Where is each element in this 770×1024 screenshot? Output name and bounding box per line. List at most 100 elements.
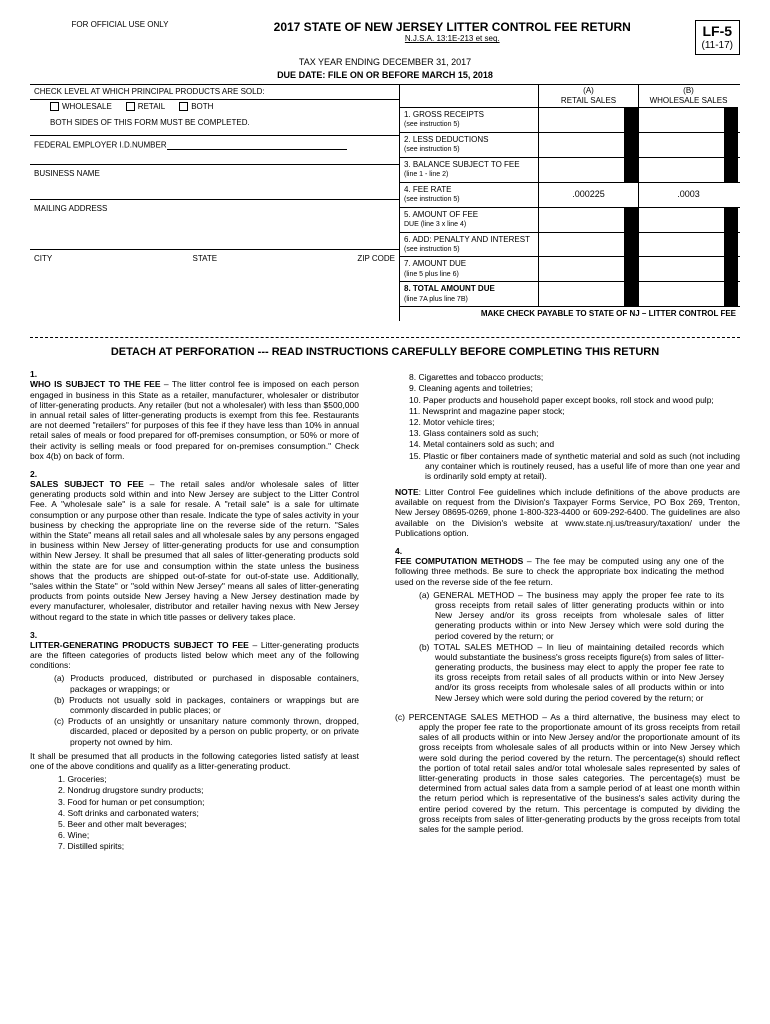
list-item: 11. Newsprint and magazine paper stock; [409, 406, 740, 416]
calc-row: 4. FEE RATE(see instruction 5).000225.00… [400, 183, 740, 208]
black-bar [724, 233, 738, 257]
note-title: NOTE [395, 487, 419, 497]
black-bar [624, 108, 638, 132]
calc-cell[interactable] [638, 282, 738, 306]
list-item: (c) Products of an unsightly or unsanita… [54, 716, 359, 747]
detach-line: DETACH AT PERFORATION --- READ INSTRUCTI… [30, 337, 740, 359]
calc-row: 1. GROSS RECEIPTS(see instruction 5) [400, 108, 740, 133]
inst-2-body: – The retail sales and/or wholesale sale… [30, 479, 359, 621]
calc-cell[interactable] [538, 257, 638, 281]
inst-4-title: FEE COMPUTATION METHODS [395, 556, 523, 566]
checkbox-icon [50, 102, 59, 111]
official-use-label: FOR OFFICIAL USE ONLY [30, 20, 210, 30]
black-bar [624, 257, 638, 281]
inst-1-body: – The litter control fee is imposed on e… [30, 379, 359, 460]
col-a-sub: RETAIL SALES [541, 96, 636, 106]
calc-cell[interactable] [538, 282, 638, 306]
inst-section-2: 2. SALES SUBJECT TO FEE – The retail sal… [30, 469, 375, 622]
due-date: DUE DATE: FILE ON OR BEFORE MARCH 15, 20… [30, 70, 740, 81]
inst-3-numlist: 1. Groceries;2. Nondrug drugstore sundry… [30, 774, 359, 851]
calc-row: 8. TOTAL AMOUNT DUE(line 7A plus line 7B… [400, 282, 740, 307]
form-revision: (11-17) [702, 40, 734, 52]
list-item: 9. Cleaning agents and toiletries; [409, 383, 740, 393]
black-bar [624, 208, 638, 232]
fein-input[interactable] [167, 140, 347, 150]
calc-header: (A)RETAIL SALES (B)WHOLESALE SALES [400, 85, 740, 107]
cb-retail-label: RETAIL [138, 102, 165, 112]
calc-row: 6. ADD: PENALTY AND INTEREST(see instruc… [400, 233, 740, 258]
calc-cell[interactable] [638, 208, 738, 232]
calc-cell[interactable] [538, 108, 638, 132]
calc-cell[interactable] [638, 257, 738, 281]
list-item: 15. Plastic or fiber containers made of … [409, 451, 740, 482]
list-item: 8. Cigarettes and tobacco products; [409, 372, 740, 382]
list-item: 13. Glass containers sold as such; [409, 428, 740, 438]
fein-field: FEDERAL EMPLOYER I.D.NUMBER [30, 136, 399, 165]
title-area: 2017 STATE OF NEW JERSEY LITTER CONTROL … [210, 20, 695, 44]
statute-ref: N.J.S.A. 13:1E-213 et seq. [210, 34, 695, 44]
calc-cell[interactable] [538, 208, 638, 232]
city-state-zip-row: CITY STATE ZIP CODE [30, 250, 399, 278]
inst-num-1: 1. [30, 369, 44, 379]
list-item: 6. Wine; [58, 830, 359, 840]
inst-3-sublist: (a) Products produced, distributed or pu… [30, 673, 359, 746]
black-bar [624, 158, 638, 182]
calc-label: 1. GROSS RECEIPTS(see instruction 5) [400, 108, 538, 132]
black-bar [624, 282, 638, 306]
black-bar [724, 158, 738, 182]
calc-cell[interactable] [538, 158, 638, 182]
right-column: (A)RETAIL SALES (B)WHOLESALE SALES 1. GR… [400, 85, 740, 321]
calc-row: 3. BALANCE SUBJECT TO FEE(line 1 - line … [400, 158, 740, 183]
list-item: (a) GENERAL METHOD – The business may ap… [419, 590, 724, 641]
calc-cell[interactable] [638, 158, 738, 182]
state-label: STATE [193, 254, 218, 264]
calc-label: 4. FEE RATE(see instruction 5) [400, 183, 538, 207]
inst-num-2: 2. [30, 469, 44, 479]
calc-label: 2. LESS DEDUCTIONS(see instruction 5) [400, 133, 538, 157]
black-bar [724, 108, 738, 132]
calc-row: 2. LESS DEDUCTIONS(see instruction 5) [400, 133, 740, 158]
col-b-header: (B)WHOLESALE SALES [638, 85, 738, 107]
inst-section-3: 3. LITTER-GENERATING PRODUCTS SUBJECT TO… [30, 630, 375, 853]
note-section: NOTE: Litter Control Fee guidelines whic… [395, 487, 740, 538]
city-label: CITY [34, 254, 52, 264]
header-row: FOR OFFICIAL USE ONLY 2017 STATE OF NEW … [30, 20, 740, 55]
inst-3-title: LITTER-GENERATING PRODUCTS SUBJECT TO FE… [30, 640, 249, 650]
col-b-sub: WHOLESALE SALES [641, 96, 736, 106]
inst-section-1: 1. WHO IS SUBJECT TO THE FEE – The litte… [30, 369, 375, 461]
calc-cell[interactable]: .0003 [638, 183, 738, 207]
list-item: 3. Food for human or pet consumption; [58, 797, 359, 807]
mailing-address-field: MAILING ADDRESS [30, 200, 399, 251]
make-check-label: MAKE CHECK PAYABLE TO STATE OF NJ – LITT… [400, 307, 740, 321]
list-item: (a) Products produced, distributed or pu… [54, 673, 359, 693]
calc-cell[interactable] [538, 233, 638, 257]
list-item: 2. Nondrug drugstore sundry products; [58, 785, 359, 795]
calc-label: 7. AMOUNT DUE(line 5 plus line 6) [400, 257, 538, 281]
cb-wholesale-label: WHOLESALE [62, 102, 112, 112]
cb-both-label: BOTH [191, 102, 213, 112]
list-item: 14. Metal containers sold as such; and [409, 439, 740, 449]
cb-both[interactable]: BOTH [179, 102, 213, 112]
inst-1-title: WHO IS SUBJECT TO THE FEE [30, 379, 161, 389]
inst-2-title: SALES SUBJECT TO FEE [30, 479, 144, 489]
inst-4-c: (c) PERCENTAGE SALES METHOD – As a third… [395, 712, 740, 834]
black-bar [724, 257, 738, 281]
calc-cell[interactable] [638, 133, 738, 157]
main-grid: CHECK LEVEL AT WHICH PRINCIPAL PRODUCTS … [30, 84, 740, 321]
form-code-box: LF-5 (11-17) [695, 20, 741, 55]
inst-num-3: 3. [30, 630, 44, 640]
inst-4-sublist: (a) GENERAL METHOD – The business may ap… [395, 590, 724, 703]
col-a-header: (A)RETAIL SALES [538, 85, 638, 107]
calc-cell[interactable] [638, 233, 738, 257]
checkbox-row: WHOLESALE RETAIL BOTH [30, 100, 399, 114]
calc-cell[interactable] [638, 108, 738, 132]
list-item: 7. Distilled spirits; [58, 841, 359, 851]
cb-retail[interactable]: RETAIL [126, 102, 165, 112]
list-item: 12. Motor vehicle tires; [409, 417, 740, 427]
checkbox-icon [179, 102, 188, 111]
calc-header-blank [400, 85, 538, 107]
calc-cell[interactable] [538, 133, 638, 157]
calc-cell[interactable]: .000225 [538, 183, 638, 207]
black-bar [624, 233, 638, 257]
cb-wholesale[interactable]: WHOLESALE [50, 102, 112, 112]
